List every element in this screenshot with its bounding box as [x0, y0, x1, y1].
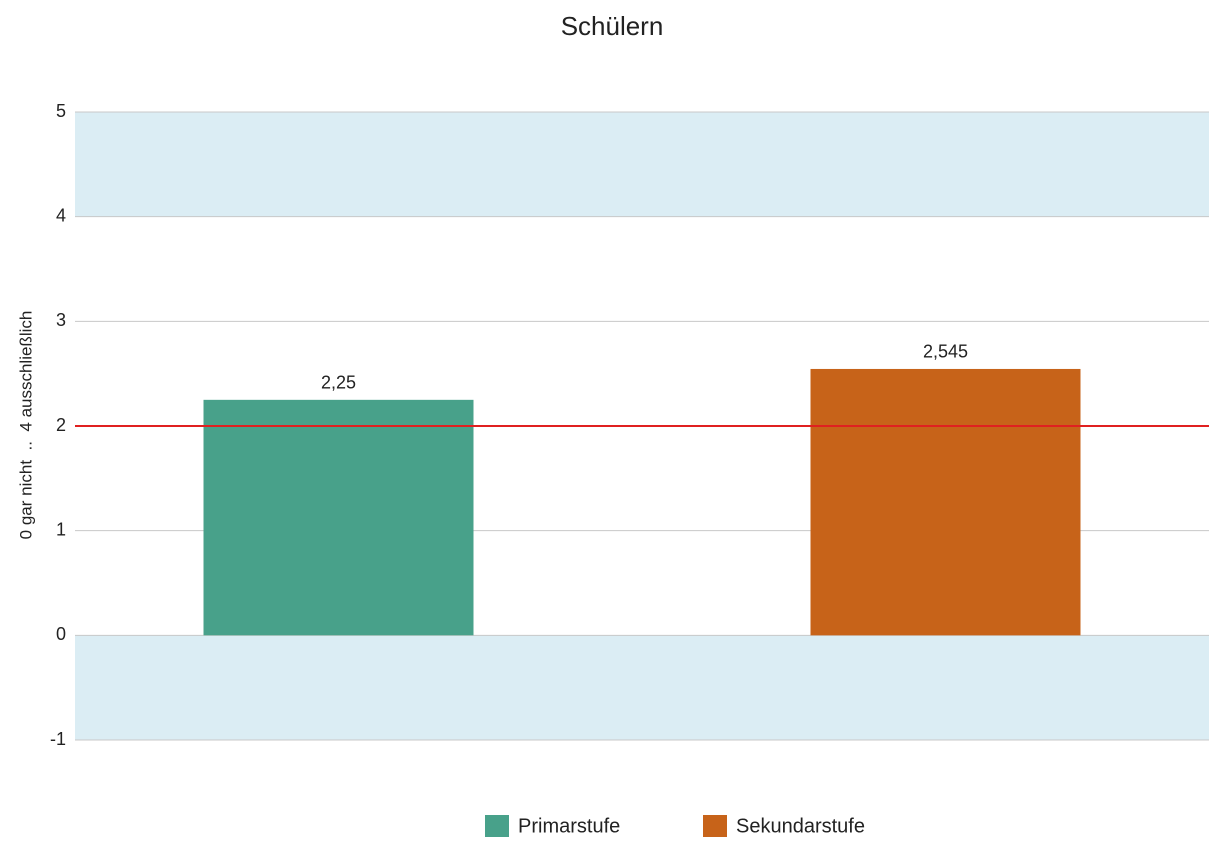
bar — [810, 368, 1081, 636]
y-tick-label: 5 — [56, 101, 66, 121]
legend-swatch — [703, 815, 727, 837]
legend-label: Sekundarstufe — [736, 815, 865, 837]
y-tick-label: -1 — [50, 729, 66, 749]
y-tick-label: 3 — [56, 310, 66, 330]
legend-swatch — [485, 815, 509, 837]
chart-title: Schülern — [561, 11, 664, 41]
y-tick-label: 1 — [56, 519, 66, 539]
y-tick-label: 2 — [56, 415, 66, 435]
y-tick-label: 0 — [56, 624, 66, 644]
plot-band — [75, 112, 1209, 217]
bar — [203, 399, 474, 636]
plot-band — [75, 635, 1209, 740]
legend-label: Primarstufe — [518, 815, 620, 837]
y-axis-label: 0 gar nicht .. 4 ausschließlich — [16, 311, 35, 540]
data-label: 2,25 — [321, 373, 356, 393]
data-label: 2,545 — [923, 342, 968, 362]
y-tick-label: 4 — [56, 205, 66, 225]
